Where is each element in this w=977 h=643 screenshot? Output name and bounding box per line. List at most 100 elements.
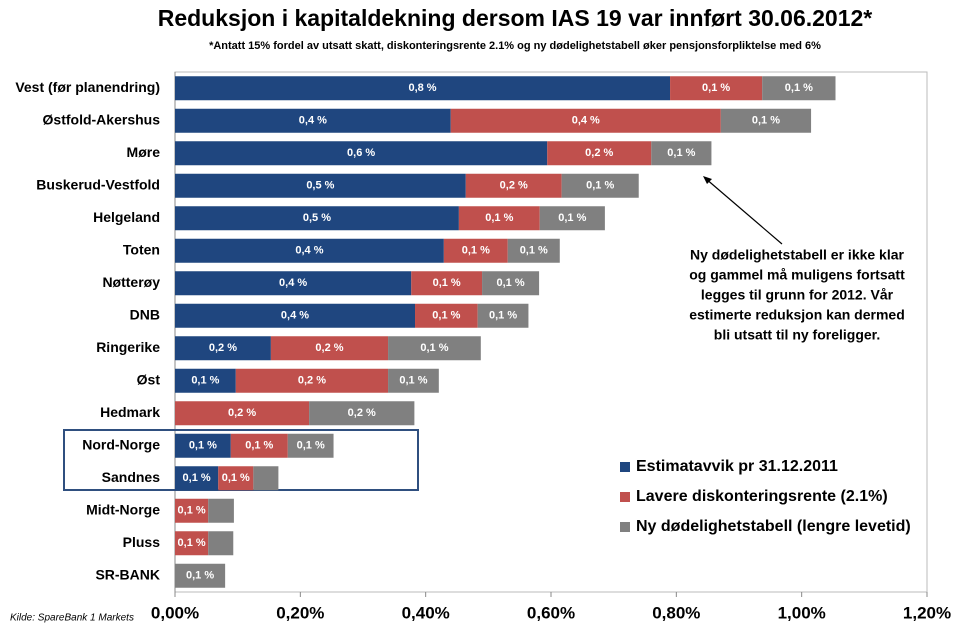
bar-segment (253, 466, 279, 491)
category-label: Møre (127, 144, 161, 160)
bar-segment (482, 271, 540, 296)
category-label: Buskerud-Vestfold (36, 176, 160, 192)
bar-segment (235, 368, 389, 393)
value-label: 0,1 % (785, 82, 813, 94)
x-tick-label: 1,20% (903, 603, 951, 622)
bar-segment (175, 303, 416, 328)
bar-segment (561, 173, 639, 198)
value-label: 0,1 % (702, 82, 730, 94)
bar-segment (450, 108, 721, 133)
bar-segment (411, 271, 483, 296)
value-label: 0,4 % (279, 277, 307, 289)
bar-segment (458, 206, 540, 231)
category-label: Toten (123, 241, 160, 257)
value-label: 0,1 % (586, 180, 614, 192)
bar-segment (287, 433, 334, 458)
category-label: Øst (137, 371, 161, 387)
category-label: Midt-Norge (86, 501, 160, 517)
bar-segment (175, 498, 209, 523)
value-label: 0,2 % (298, 375, 326, 387)
value-label: 0,1 % (485, 212, 513, 224)
category-label: Vest (før planendring) (15, 79, 160, 95)
bar-segment (507, 238, 560, 263)
bar-segment (175, 368, 236, 393)
value-label: 0,4 % (299, 115, 327, 127)
annotation-line: estimerte reduksjon kan dermed (689, 307, 905, 323)
bar-segment (651, 141, 712, 166)
value-label: 0,5 % (303, 212, 331, 224)
value-label: 0,1 % (420, 342, 448, 354)
bar-segment (762, 76, 836, 101)
category-label: Nord-Norge (82, 436, 160, 452)
value-label: 0,1 % (667, 147, 695, 159)
bar-segment (175, 238, 444, 263)
bar-segment (218, 466, 254, 491)
value-label: 0,2 % (500, 180, 528, 192)
annotation-arrow (704, 177, 783, 245)
bar-segment (175, 563, 226, 588)
bar-segment (175, 433, 231, 458)
value-label: 0,1 % (245, 440, 273, 452)
bar-segment (208, 498, 234, 523)
category-label: Ringerike (96, 339, 160, 355)
chart-subtitle: *Antatt 15% fordel av utsatt skatt, disk… (209, 40, 821, 52)
value-label: 0,1 % (178, 505, 206, 517)
bar-segment (175, 531, 209, 556)
x-tick-label: 0,80% (652, 603, 700, 622)
bar-segment (388, 336, 481, 361)
value-label: 0,2 % (348, 407, 376, 419)
value-label: 0,1 % (178, 537, 206, 549)
value-label: 0,2 % (315, 342, 343, 354)
value-label: 0,4 % (281, 310, 309, 322)
value-label: 0,5 % (306, 180, 334, 192)
bar-segment (175, 108, 451, 133)
value-label: 0,1 % (399, 375, 427, 387)
category-label: Pluss (123, 534, 161, 550)
value-label: 0,1 % (433, 277, 461, 289)
value-label: 0,8 % (408, 82, 436, 94)
value-label: 0,1 % (191, 375, 219, 387)
value-label: 0,1 % (189, 440, 217, 452)
bar-segment (547, 141, 652, 166)
x-tick-label: 0,00% (151, 603, 199, 622)
bar-segment (720, 108, 812, 133)
bar-segment (670, 76, 763, 101)
category-label: SR-BANK (95, 566, 160, 582)
category-label: Hedmark (100, 404, 160, 420)
bar-segment (175, 466, 219, 491)
bar-segment (270, 336, 389, 361)
bar-segment (175, 271, 412, 296)
value-label: 0,1 % (183, 472, 211, 484)
category-label: Sandnes (102, 469, 161, 485)
value-label: 0,2 % (585, 147, 613, 159)
x-tick-label: 0,60% (527, 603, 575, 622)
annotation-line: bli utsatt til ny foreligger. (714, 327, 880, 343)
category-label: Østfold-Akershus (43, 111, 161, 127)
value-label: 0,1 % (186, 570, 214, 582)
value-label: 0,1 % (520, 245, 548, 257)
bar-segment (415, 303, 478, 328)
legend-swatch (620, 522, 630, 532)
legend-swatch (620, 492, 630, 502)
value-label: 0,1 % (222, 472, 250, 484)
annotation-line: legges til grunn for 2012. Vår (701, 287, 894, 303)
value-label: 0,4 % (295, 245, 323, 257)
legend-label: Lavere diskonteringsrente (2.1%) (636, 488, 888, 505)
value-label: 0,2 % (228, 407, 256, 419)
category-label: DNB (130, 306, 160, 322)
legend-swatch (620, 462, 630, 472)
value-label: 0,2 % (209, 342, 237, 354)
value-label: 0,4 % (572, 115, 600, 127)
bar-segment (175, 401, 310, 426)
bar-segment (477, 303, 529, 328)
x-tick-label: 1,00% (778, 603, 826, 622)
bar-segment (443, 238, 508, 263)
arrow-head (703, 176, 712, 184)
value-label: 0,1 % (489, 310, 517, 322)
annotation-line: Ny dødelighetstabell er ikke klar (690, 247, 905, 263)
annotation-line: og gammel må muligens fortsatt (689, 267, 905, 283)
value-label: 0,1 % (297, 440, 325, 452)
bar-segment (175, 76, 671, 101)
bar-segment (230, 433, 288, 458)
